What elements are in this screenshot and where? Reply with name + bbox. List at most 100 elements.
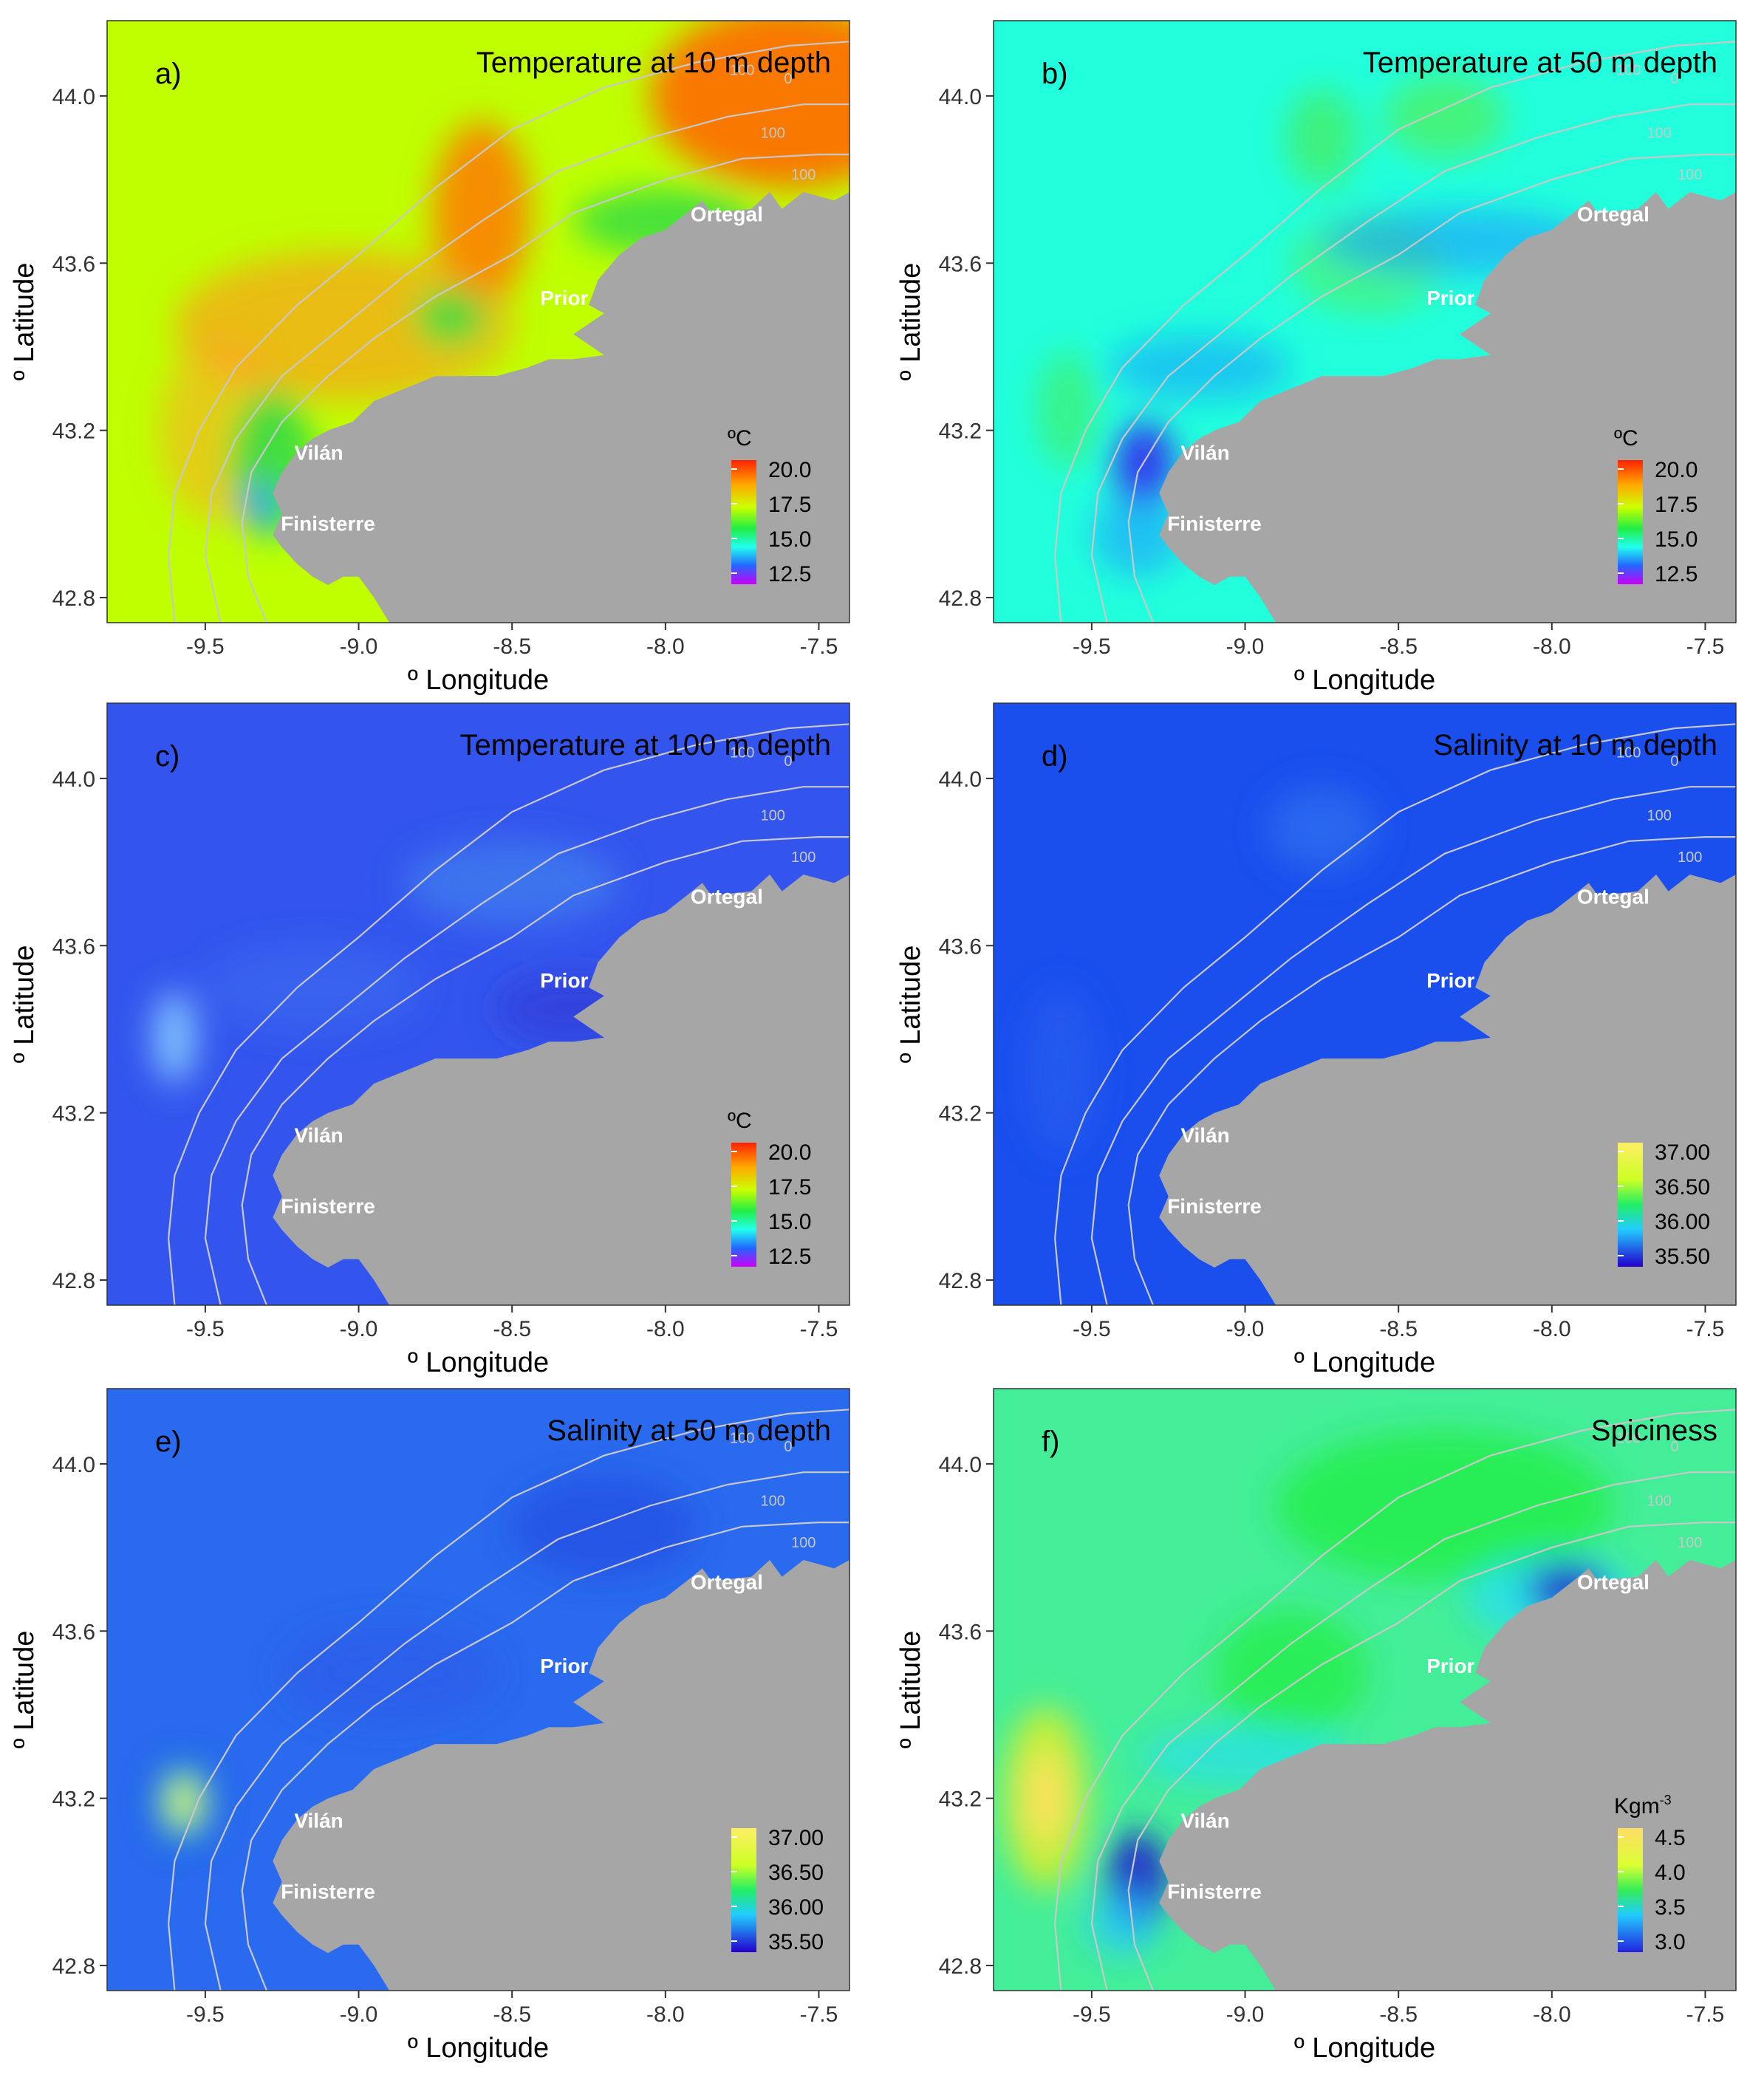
y-tick-label: 43.6	[52, 934, 95, 959]
field-anomaly	[1091, 493, 1184, 577]
colorbar-tick-label: 4.0	[1655, 1861, 1686, 1885]
x-tick-label: -7.5	[800, 1317, 838, 1341]
isobath-line	[1090, 1471, 1736, 1991]
colorbar	[731, 1143, 756, 1267]
x-tick-label: -8.5	[1379, 1317, 1418, 1341]
isobath-label: 100	[760, 807, 784, 824]
isobath-line	[1053, 41, 1736, 623]
colorbar-tick-label: 3.5	[1655, 1895, 1686, 1920]
isobath-line	[1053, 723, 1736, 1305]
y-axis-label: º Latitude	[895, 945, 926, 1064]
place-label: Vilán	[294, 1809, 343, 1832]
plot-area: 100 100 100 0 Ortegal Prior Vilán Finisterre	[107, 1389, 849, 1991]
isobath-label: 100	[730, 63, 754, 79]
y-tick-label: 43.6	[939, 252, 982, 276]
land-mass	[273, 875, 849, 1305]
land-mass	[1159, 192, 1736, 623]
colorbar-tick-label: 15.0	[768, 1210, 811, 1234]
x-tick-label: -9.5	[186, 2002, 225, 2027]
place-label: Prior	[540, 969, 588, 992]
field-anomaly	[1112, 422, 1175, 506]
place-label: Finisterre	[1167, 512, 1262, 535]
colorbar-tick-label: 37.00	[768, 1826, 824, 1850]
place-label: Ortegal	[691, 1571, 763, 1594]
field-anomaly	[1285, 87, 1359, 188]
panel-frame	[106, 1388, 850, 1991]
x-tick-label: -9.5	[1073, 634, 1111, 659]
y-tick-label: 42.8	[52, 586, 95, 611]
panel-tag: e)	[155, 1426, 182, 1458]
isobath-line	[1090, 103, 1736, 623]
land-mass	[273, 192, 849, 623]
isobath-label: 100	[1616, 1431, 1641, 1447]
colorbar-legend: 37.00 36.50 36.00 35.50	[731, 1826, 824, 1954]
y-tick-label: 44.0	[52, 1453, 95, 1477]
place-label: Vilán	[294, 441, 343, 464]
x-tick-label: -9.5	[186, 634, 225, 659]
isobath-line	[1053, 1409, 1736, 1991]
x-tick-label: -8.0	[1533, 1317, 1571, 1341]
x-tick-label: -9.0	[340, 2002, 378, 2027]
isobath-line	[241, 836, 849, 1305]
field-anomaly	[1024, 987, 1098, 1155]
isobath-label: 100	[1678, 849, 1702, 866]
colorbar-tick-label: 4.5	[1655, 1826, 1686, 1850]
field-anomaly	[153, 991, 196, 1084]
place-label: Finisterre	[281, 1880, 375, 1903]
place-label: Ortegal	[1577, 203, 1650, 226]
panel-title: Salinity at 50 m depth	[547, 1414, 831, 1447]
colorbar-legend: Kgm-34.54.03.53.0	[1614, 1793, 1686, 1954]
isobath-label: 0	[784, 753, 792, 770]
panel-title: Salinity at 10 m depth	[1433, 729, 1717, 762]
x-tick-label: -9.5	[1073, 2002, 1111, 2027]
field-anomaly	[1036, 351, 1098, 468]
x-tick-label: -9.5	[1073, 1317, 1111, 1341]
x-tick-label: -9.5	[186, 1317, 225, 1341]
colorbar-tick-label: 35.50	[768, 1930, 824, 1954]
isobath-label: 100	[1678, 1535, 1702, 1551]
panel-title: Temperature at 10 m depth	[476, 47, 831, 79]
field-anomaly	[281, 1622, 497, 1723]
y-axis-label: º Latitude	[9, 945, 40, 1064]
x-tick-label: -9.0	[1226, 634, 1265, 659]
colorbar-tick-label: 36.00	[1655, 1210, 1710, 1234]
x-axis-label: º Longitude	[408, 2033, 549, 2064]
panel-frame	[993, 20, 1737, 623]
x-tick-label: -8.5	[493, 634, 531, 659]
isobath-line	[167, 1409, 849, 1991]
place-label: Vilán	[1180, 1123, 1229, 1146]
y-tick-label: 42.8	[939, 1954, 982, 1979]
isobath-label: 0	[784, 71, 792, 87]
y-axis-label: º Latitude	[9, 1631, 40, 1749]
place-label: Finisterre	[1167, 1880, 1262, 1903]
field-anomaly	[650, 21, 849, 188]
isobath-line	[204, 786, 849, 1305]
colorbar-unit: ºC	[728, 1109, 752, 1133]
place-label: Prior	[1426, 1655, 1474, 1677]
field-anomaly	[1085, 1890, 1160, 1957]
x-axis-label: º Longitude	[1294, 1347, 1435, 1378]
x-tick-label: -7.5	[1686, 634, 1725, 659]
colorbar-tick-label: 12.5	[768, 562, 811, 586]
colorbar	[731, 460, 756, 584]
place-label: Prior	[540, 287, 588, 309]
field-anomaly	[205, 945, 420, 1030]
panel-b: 100 100 100 0 Ortegal Prior Vilán Finisterre b) T…	[895, 20, 1737, 696]
colorbar-unit-superscript: -3	[1660, 1793, 1672, 1807]
x-tick-label: -7.5	[1686, 1317, 1725, 1341]
x-axis-label: º Longitude	[408, 1347, 549, 1378]
y-tick-label: 43.2	[52, 1787, 95, 1812]
panel-title: Temperature at 100 m depth	[459, 729, 831, 762]
field-anomaly	[512, 1476, 697, 1577]
x-tick-label: -8.0	[646, 1317, 685, 1341]
colorbar	[731, 1828, 756, 1952]
isobath-line	[1090, 786, 1736, 1305]
y-tick-label: 43.2	[52, 1102, 95, 1126]
y-axis-label: º Latitude	[9, 263, 40, 381]
isobath-label: 100	[791, 167, 816, 183]
panel-f: 100 100 100 0 Ortegal Prior Vilán Finisterre f) S…	[895, 1388, 1737, 2064]
place-label: Ortegal	[691, 203, 763, 226]
colorbar-tick-label: 17.5	[1655, 493, 1698, 517]
y-tick-label: 43.6	[52, 1620, 95, 1644]
isobath-line	[1127, 154, 1736, 623]
